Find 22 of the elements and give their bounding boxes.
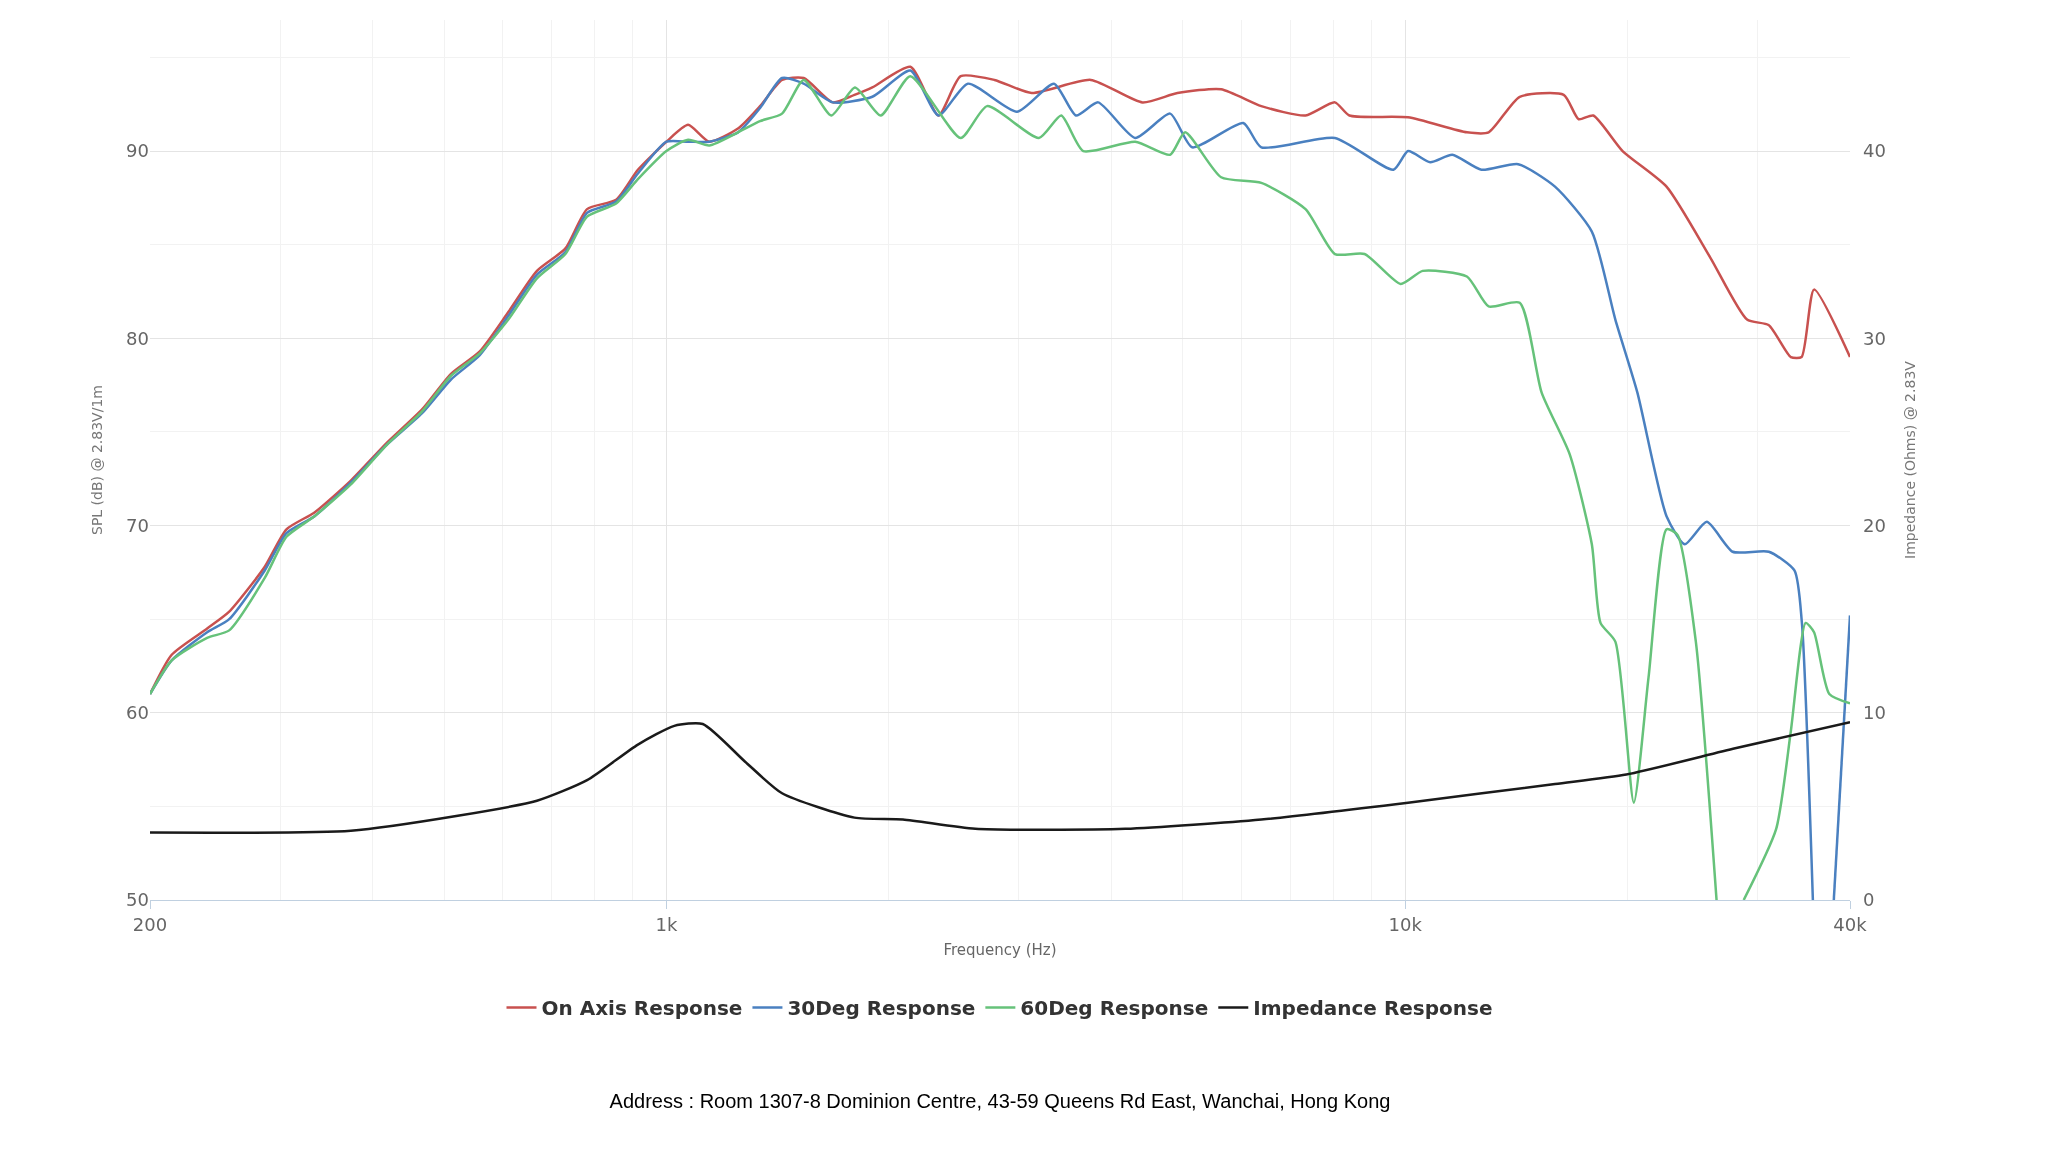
legend-label: 30Deg Response: [787, 996, 976, 1021]
legend-label: Impedance Response: [1253, 996, 1493, 1021]
y2-axis-title: Impedance (Ohms) @ 2.83V: [1902, 360, 1919, 559]
y-tick-label: 50: [126, 889, 149, 911]
y2-tick-label: 10: [1863, 702, 1886, 724]
x-tick-label: 10k: [1388, 913, 1423, 935]
y2-tick-label: 30: [1863, 327, 1886, 349]
x-axis-title: Frequency (Hz): [943, 940, 1057, 959]
y-axis-title: SPL (dB) @ 2.83V/1m: [88, 385, 105, 535]
x-tick-label: 40k: [1833, 913, 1868, 935]
legend-label: On Axis Response: [541, 996, 743, 1021]
x-tick-label: 200: [132, 913, 168, 935]
text: Address : Room 1307-8 Dominion Centre, 43-59 Queens Rd East, Wanchai, Hong Kong: [608, 1090, 1392, 1113]
legend-label: 60Deg Response: [1020, 996, 1209, 1021]
y-tick-label: 80: [126, 327, 149, 349]
y2-tick-label: 40: [1863, 140, 1886, 162]
y2-tick-label: 0: [1863, 889, 1875, 911]
y-tick-label: 90: [126, 140, 149, 162]
x-tick-label: 1k: [655, 913, 678, 935]
y-tick-label: 60: [126, 702, 149, 724]
y2-tick-label: 20: [1863, 514, 1886, 536]
y-tick-label: 70: [126, 514, 149, 536]
